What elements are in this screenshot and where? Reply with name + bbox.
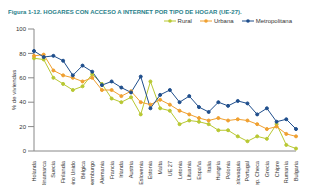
svg-text:Suecia: Suecia <box>50 160 56 178</box>
svg-text:Rep. Checa: Rep. Checa <box>254 160 260 185</box>
svg-text:Francia: Francia <box>109 160 115 179</box>
svg-text:España: España <box>196 160 202 180</box>
svg-text:Italia: Italia <box>206 160 212 173</box>
svg-text:Alemania: Alemania <box>99 160 105 184</box>
svg-text:100: 100 <box>16 26 27 32</box>
svg-text:Austria: Austria <box>128 160 134 178</box>
svg-text:Estonia: Estonia <box>147 160 153 179</box>
svg-text:% de viviendas: % de viviendas <box>11 70 17 110</box>
svg-text:0: 0 <box>23 148 27 154</box>
svg-text:Dinamarca: Dinamarca <box>41 160 47 185</box>
svg-text:Reino Unido: Reino Unido <box>70 161 76 185</box>
svg-text:UE 27: UE 27 <box>167 161 173 176</box>
svg-text:Polonia: Polonia <box>225 160 231 179</box>
svg-text:Chipre: Chipre <box>274 161 280 177</box>
svg-text:Portugal: Portugal <box>244 161 250 182</box>
svg-text:Holanda: Holanda <box>31 160 37 181</box>
svg-text:20: 20 <box>19 124 26 130</box>
svg-text:Hungría: Hungría <box>215 160 221 181</box>
svg-text:Bélgica: Bélgica <box>80 160 86 179</box>
svg-text:Bulgaria: Bulgaria <box>293 160 299 181</box>
svg-text:60: 60 <box>19 75 26 81</box>
html-text:Rural: Rural <box>177 18 192 24</box>
svg-text:40: 40 <box>19 99 26 105</box>
svg-text:Rumanía: Rumanía <box>283 160 289 183</box>
html-text:Metropolitana: Metropolitana <box>255 18 292 24</box>
svg-text:Luxemburgo: Luxemburgo <box>89 161 95 185</box>
html-text:Urbana: Urbana <box>214 18 234 24</box>
svg-text:Finlandia: Finlandia <box>60 160 66 183</box>
svg-text:Irlanda: Irlanda <box>118 160 124 178</box>
svg-text:80: 80 <box>19 51 26 57</box>
svg-text:Grecia: Grecia <box>264 160 270 177</box>
svg-text:Lituania: Lituania <box>186 160 192 180</box>
svg-text:Letonia: Letonia <box>177 160 183 179</box>
svg-text:Malta: Malta <box>157 160 163 174</box>
svg-text:Eslovenia: Eslovenia <box>138 160 144 185</box>
html-text:Figura 1-12. HOGARES CON ACCES: Figura 1-12. HOGARES CON ACCESO A INTERN… <box>8 9 242 15</box>
svg-text:Eslovaquia: Eslovaquia <box>235 160 241 185</box>
